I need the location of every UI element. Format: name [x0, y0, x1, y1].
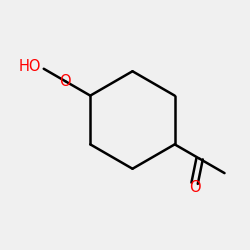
Text: O: O: [189, 180, 200, 195]
Text: O: O: [60, 74, 71, 89]
Text: HO: HO: [19, 59, 41, 74]
